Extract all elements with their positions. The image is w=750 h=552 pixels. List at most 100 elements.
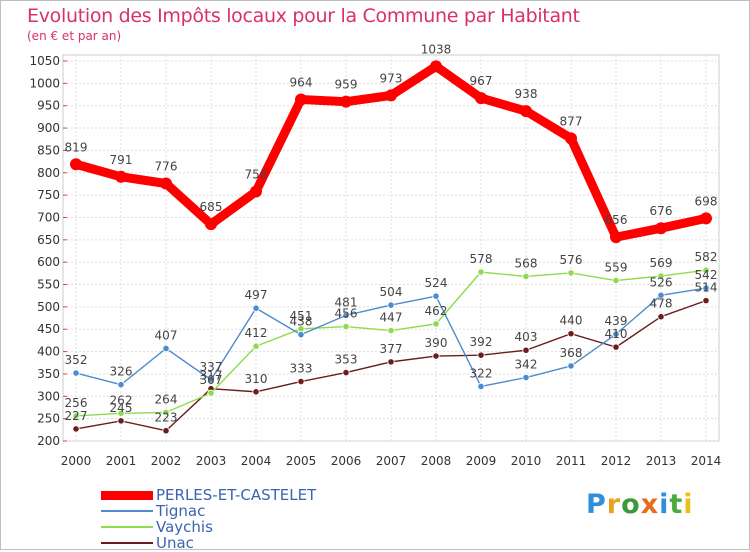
data-point [297,377,305,386]
data-label: 524 [425,276,448,290]
data-point [252,388,260,396]
data-label: 262 [110,393,133,407]
data-label: 758 [245,168,268,182]
x-tick-label: 2005 [286,454,317,468]
chart-title: Evolution des Impôts locaux pour la Comm… [27,5,580,27]
data-point [342,368,350,377]
data-point [567,330,575,338]
data-point [520,105,532,118]
data-label: 439 [605,314,628,328]
data-point [700,212,712,225]
data-point [430,60,442,73]
data-label: 352 [65,353,88,367]
data-label: 310 [245,372,268,386]
data-point [252,342,260,350]
data-point [117,409,125,417]
x-tick-label: 2003 [196,454,227,468]
y-tick-label: 650 [37,233,60,247]
data-label: 410 [605,327,628,341]
y-tick-label: 450 [37,322,60,336]
data-point [387,358,395,366]
proxiti-logo: Proxiti [586,489,694,520]
data-point [385,89,397,102]
data-label: 223 [155,411,178,425]
data-point [657,272,665,280]
data-label: 377 [380,342,403,356]
legend-label: PERLES-ET-CASTELET [156,486,317,504]
data-point [567,362,575,370]
data-point [477,382,485,391]
data-point [702,284,710,292]
data-label: 326 [110,365,133,379]
logo-letter: t [669,489,684,520]
data-point [295,93,307,106]
data-point [612,276,620,285]
data-label: 526 [650,275,673,289]
data-point [657,313,665,321]
y-tick-label: 550 [37,278,60,292]
data-point [250,185,262,198]
y-tick-label: 1000 [29,76,60,90]
data-point [610,231,622,244]
data-point [432,292,440,300]
data-label: 368 [560,346,583,360]
chart-subtitle: (en € et par an) [27,29,122,43]
data-label: 938 [515,87,538,101]
data-label: 447 [380,311,403,325]
y-tick-label: 900 [37,121,60,135]
data-label: 576 [560,253,583,267]
data-point [72,425,80,433]
data-point [162,344,170,353]
data-label: 497 [245,288,268,302]
x-tick-label: 2013 [646,454,677,468]
data-label: 440 [560,314,583,328]
data-label: 964 [290,75,313,89]
logo-letter: x [640,489,660,520]
data-label: 353 [335,353,358,367]
logo-letter: i [683,489,694,520]
x-tick-label: 2008 [421,454,452,468]
data-point [342,322,350,331]
data-point [477,268,485,276]
data-label: 256 [65,396,88,410]
x-tick-label: 2000 [61,454,92,468]
data-label: 776 [155,159,178,173]
data-point [117,417,125,425]
logo-letter: i [659,489,670,520]
data-point [207,376,215,384]
data-label: 676 [650,204,673,218]
data-point [612,343,620,351]
y-tick-label: 400 [37,345,60,359]
data-label: 1038 [421,42,452,56]
data-point [475,92,487,105]
data-label: 478 [650,297,673,311]
logo-letter: P [586,489,607,520]
data-label: 559 [605,261,628,275]
x-tick-label: 2004 [241,454,272,468]
data-point [342,311,350,319]
data-label: 333 [290,362,313,376]
logo-letter: o [621,489,641,520]
data-point [522,272,530,281]
data-label: 451 [290,309,313,323]
data-label: 407 [155,328,178,342]
data-point [522,346,530,354]
y-tick-label: 200 [37,434,60,448]
data-label: 456 [335,307,358,321]
data-label: 967 [470,74,493,88]
data-label: 403 [515,330,538,344]
data-label: 973 [380,71,403,85]
logo-letter: r [606,489,622,520]
y-tick-label: 700 [37,210,60,224]
data-label: 264 [155,392,178,406]
data-label: 504 [380,285,403,299]
data-label: 322 [470,366,493,380]
data-label: 412 [245,326,268,340]
data-label: 568 [515,256,538,270]
legend-swatch [101,526,153,528]
data-point [72,412,80,420]
data-point [297,330,305,339]
x-tick-label: 2006 [331,454,362,468]
